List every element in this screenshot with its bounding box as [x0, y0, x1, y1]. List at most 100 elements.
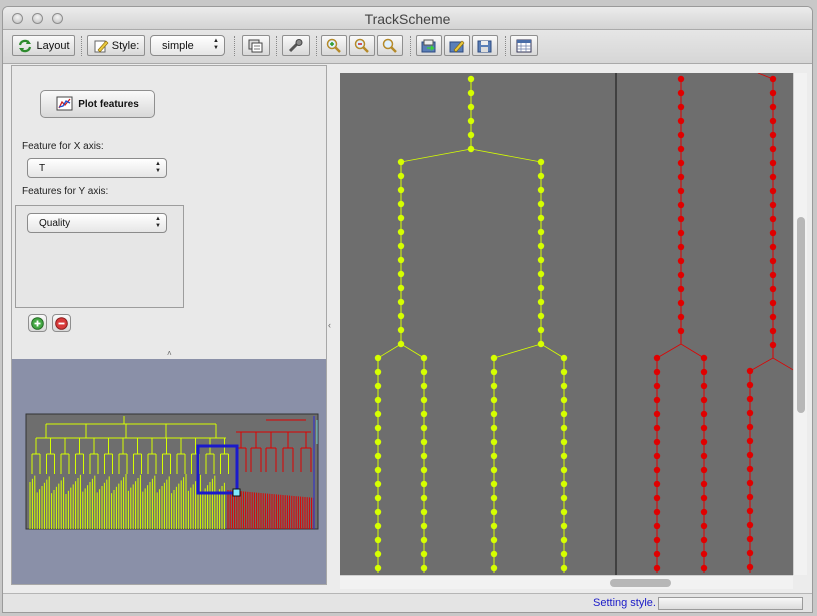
viewport-resize-handle[interactable] [232, 488, 241, 497]
split-pane-divider-handle[interactable]: ˄ [167, 349, 172, 358]
red-track-spot[interactable] [677, 229, 685, 237]
export-button[interactable] [416, 35, 442, 56]
red-track-spot[interactable] [700, 438, 708, 446]
yellow-track-spot[interactable] [397, 200, 405, 208]
red-track-spot[interactable] [746, 465, 754, 473]
red-track-spot[interactable] [653, 382, 661, 390]
yellow-track-spot[interactable] [420, 382, 428, 390]
yellow-track-spot[interactable] [537, 284, 545, 292]
remove-feature-button[interactable] [52, 314, 71, 332]
yellow-track-spot[interactable] [420, 410, 428, 418]
yellow-track-spot[interactable] [467, 131, 475, 139]
style-select[interactable]: simple ▲ ▼ [150, 35, 225, 56]
yellow-track-spot[interactable] [397, 186, 405, 194]
yellow-track-spot[interactable] [374, 466, 382, 474]
yellow-track-spot[interactable] [397, 172, 405, 180]
yellow-track-spot[interactable] [560, 410, 568, 418]
yellow-track-spot[interactable] [490, 438, 498, 446]
red-track-spot[interactable] [653, 438, 661, 446]
yellow-track-spot[interactable] [560, 438, 568, 446]
pane-divider-arrow-icon[interactable]: ‹ [328, 320, 331, 330]
yellow-track-spot[interactable] [420, 494, 428, 502]
yellow-track-spot[interactable] [490, 522, 498, 530]
yellow-track-spot[interactable] [537, 228, 545, 236]
red-track-spot[interactable] [700, 466, 708, 474]
yellow-track-spot[interactable] [420, 536, 428, 544]
red-track-spot[interactable] [769, 201, 777, 209]
yellow-track-spot[interactable] [467, 117, 475, 125]
red-track-spot[interactable] [677, 327, 685, 335]
yellow-track-spot[interactable] [397, 340, 405, 348]
red-track-spot[interactable] [677, 187, 685, 195]
yellow-track-spot[interactable] [537, 186, 545, 194]
horizontal-scrollbar[interactable] [340, 575, 793, 589]
yellow-track-spot[interactable] [374, 494, 382, 502]
x-axis-select[interactable]: T ▲ ▼ [27, 158, 167, 178]
red-track-spot[interactable] [653, 354, 661, 362]
copy-button[interactable] [242, 35, 270, 56]
red-track-spot[interactable] [746, 423, 754, 431]
red-track-spot[interactable] [700, 382, 708, 390]
red-track-spot[interactable] [769, 75, 777, 83]
vertical-scrollbar[interactable] [793, 73, 807, 575]
yellow-track-spot[interactable] [467, 89, 475, 97]
red-track-spot[interactable] [746, 367, 754, 375]
yellow-track-spot[interactable] [537, 270, 545, 278]
yellow-track-spot[interactable] [420, 522, 428, 530]
red-track-spot[interactable] [700, 452, 708, 460]
red-track-spot[interactable] [653, 410, 661, 418]
yellow-track-spot[interactable] [397, 228, 405, 236]
yellow-track-spot[interactable] [374, 438, 382, 446]
yellow-track-spot[interactable] [490, 452, 498, 460]
yellow-track-spot[interactable] [420, 466, 428, 474]
yellow-track-spot[interactable] [420, 480, 428, 488]
yellow-track-spot[interactable] [560, 452, 568, 460]
yellow-track-spot[interactable] [374, 564, 382, 572]
red-track-spot[interactable] [700, 368, 708, 376]
y-axis-select[interactable]: Quality ▲ ▼ [27, 213, 167, 233]
plot-features-button[interactable]: Plot features [40, 90, 155, 118]
red-track-spot[interactable] [769, 313, 777, 321]
red-track-spot[interactable] [769, 299, 777, 307]
red-track-spot[interactable] [700, 522, 708, 530]
yellow-track-spot[interactable] [560, 550, 568, 558]
vertical-scrollbar-thumb[interactable] [797, 217, 805, 413]
red-track-spot[interactable] [677, 145, 685, 153]
red-track-spot[interactable] [769, 159, 777, 167]
red-track-spot[interactable] [746, 381, 754, 389]
yellow-track-spot[interactable] [397, 298, 405, 306]
yellow-track-spot[interactable] [397, 242, 405, 250]
red-track-spot[interactable] [677, 173, 685, 181]
red-track-spot[interactable] [677, 243, 685, 251]
red-track-spot[interactable] [746, 521, 754, 529]
yellow-track-spot[interactable] [467, 75, 475, 83]
red-track-spot[interactable] [653, 368, 661, 376]
yellow-track-spot[interactable] [490, 564, 498, 572]
yellow-track-spot[interactable] [537, 298, 545, 306]
minimize-window-button[interactable] [32, 13, 43, 24]
zoom-out-button[interactable] [349, 35, 375, 56]
red-track-spot[interactable] [653, 550, 661, 558]
yellow-track-spot[interactable] [537, 158, 545, 166]
red-track-spot[interactable] [653, 396, 661, 404]
track-canvas[interactable] [340, 72, 796, 575]
yellow-track-spot[interactable] [490, 466, 498, 474]
yellow-track-spot[interactable] [420, 368, 428, 376]
red-track-spot[interactable] [769, 103, 777, 111]
red-track-spot[interactable] [700, 480, 708, 488]
yellow-track-spot[interactable] [560, 494, 568, 502]
red-track-spot[interactable] [653, 536, 661, 544]
red-track-spot[interactable] [653, 494, 661, 502]
red-track-spot[interactable] [653, 452, 661, 460]
red-track-spot[interactable] [746, 493, 754, 501]
yellow-track-spot[interactable] [374, 522, 382, 530]
zoom-window-button[interactable] [52, 13, 63, 24]
yellow-track-spot[interactable] [420, 354, 428, 362]
yellow-track-spot[interactable] [537, 172, 545, 180]
red-track-spot[interactable] [769, 327, 777, 335]
red-track-spot[interactable] [677, 117, 685, 125]
red-track-spot[interactable] [677, 89, 685, 97]
yellow-track-spot[interactable] [374, 536, 382, 544]
yellow-track-spot[interactable] [397, 256, 405, 264]
yellow-track-spot[interactable] [490, 550, 498, 558]
